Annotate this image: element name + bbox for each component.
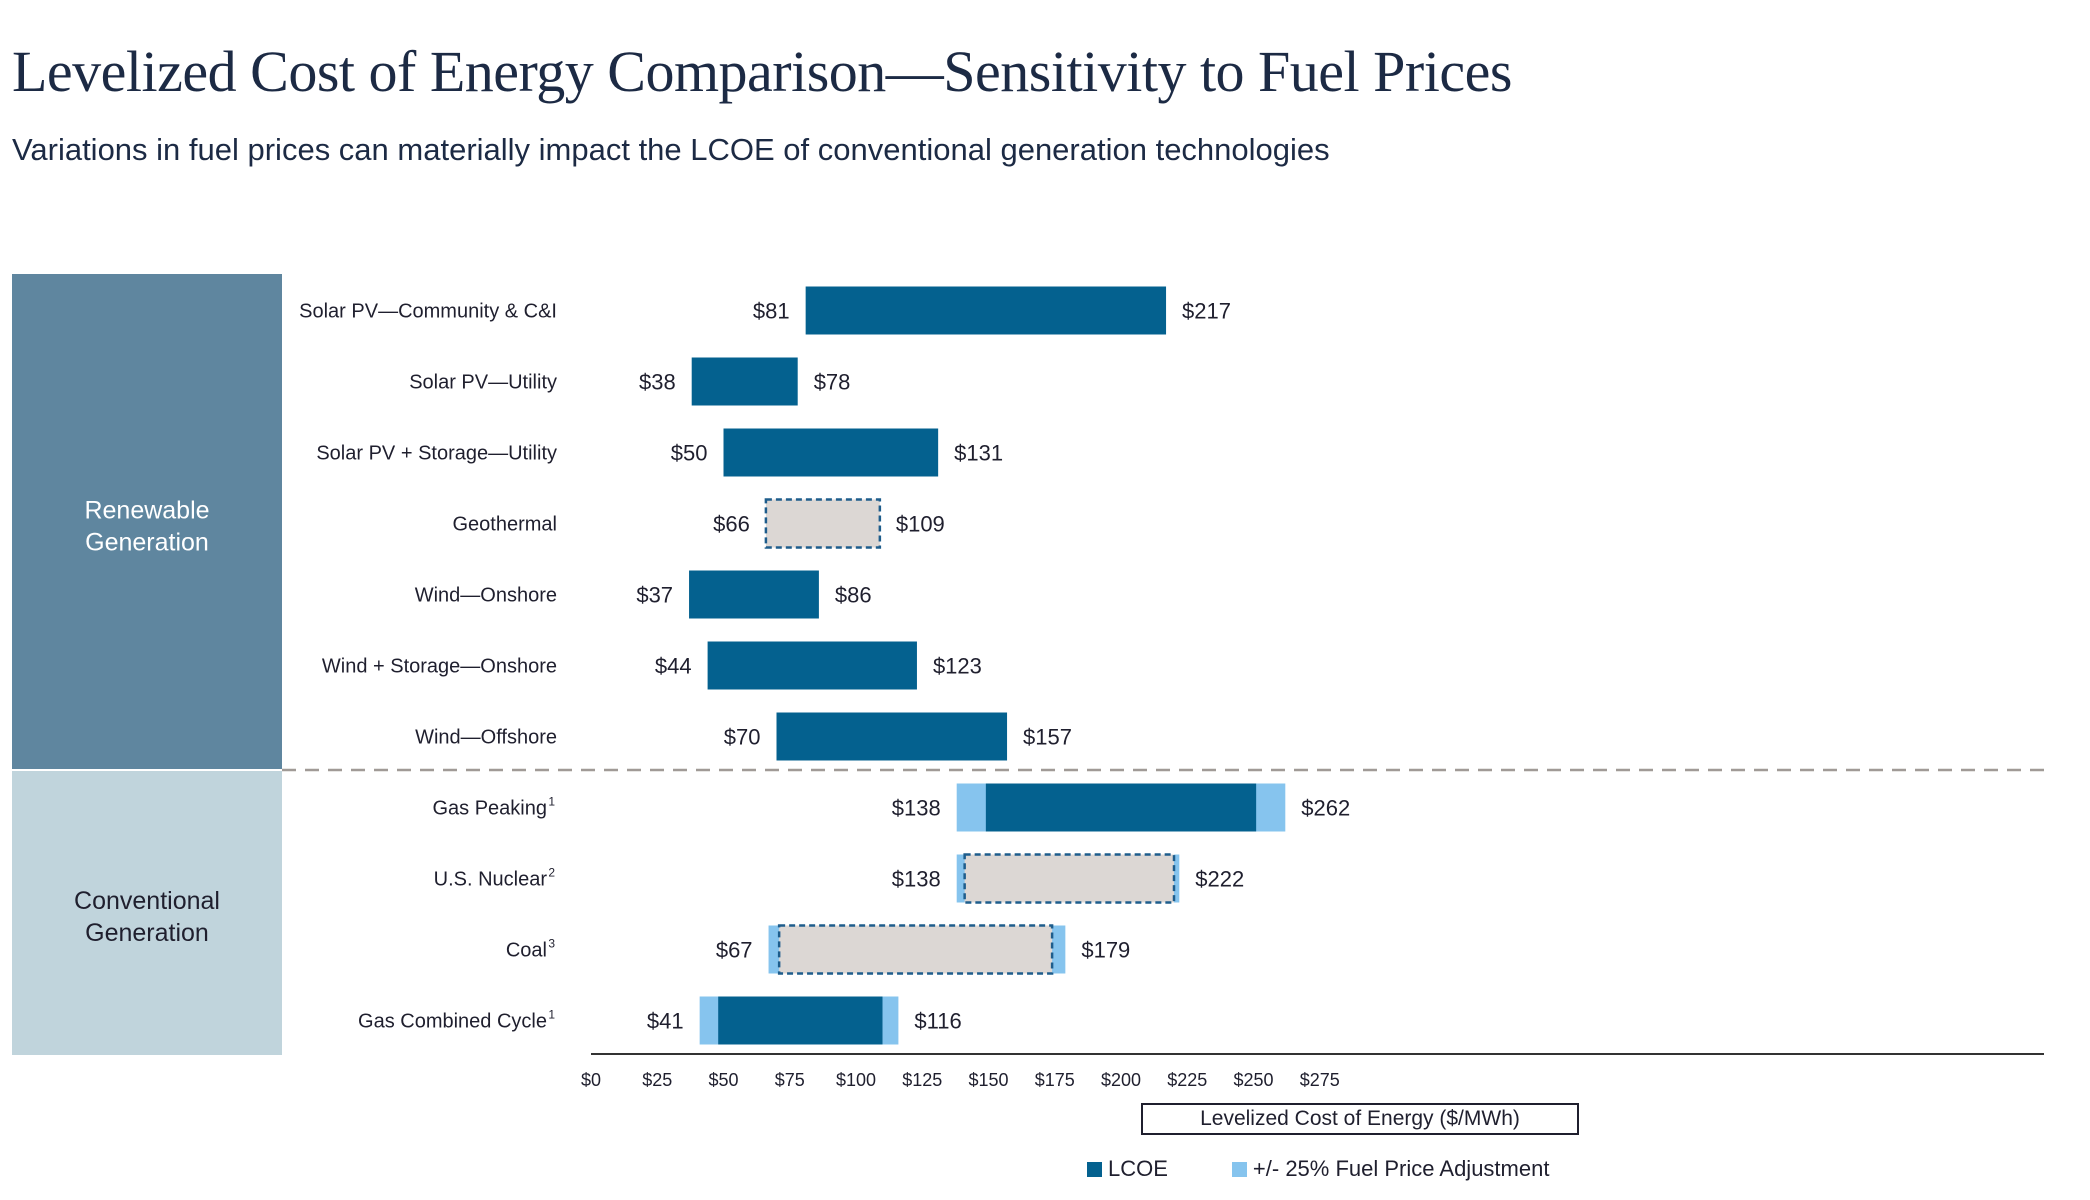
lcoe-bar-wind-offshore [776,712,1008,761]
high-value-label-solar-pv-storage-utility: $131 [954,441,1003,466]
high-value-label-u-s-nuclear: $222 [1195,867,1244,892]
x-tick-label-0: $0 [581,1070,601,1090]
category-label-u-s-nuclear: U.S. Nuclear [434,869,548,891]
legend-label-lcoe: LCOE [1108,1156,1168,1181]
x-tick-label-275: $275 [1300,1070,1340,1090]
category-label-wind-storage-onshore: Wind + Storage—Onshore [322,656,557,678]
group-label-conventional-line2: Generation [85,919,209,947]
lcoe-bar-geothermal [764,498,882,549]
x-tick-label-75: $75 [775,1070,805,1090]
low-value-label-gas-combined-cycle: $41 [647,1009,684,1034]
footnote-marker-coal: 3 [548,937,555,951]
category-label-gas-combined-cycle: Gas Combined Cycle [358,1011,547,1033]
category-label-gas-peaking: Gas Peaking [432,798,547,820]
legend-label-fuel-adjustment: +/- 25% Fuel Price Adjustment [1252,1156,1550,1181]
x-tick-label-25: $25 [642,1070,672,1090]
lcoe-bar-wind-onshore [689,570,819,619]
x-tick-label-150: $150 [968,1070,1008,1090]
x-tick-label-175: $175 [1035,1070,1075,1090]
footnote-marker-gas-combined-cycle: 1 [548,1008,555,1022]
high-value-label-gas-combined-cycle: $116 [914,1009,961,1034]
high-value-label-gas-peaking: $262 [1301,796,1350,821]
low-value-label-solar-pv-storage-utility: $50 [671,441,708,466]
lcoe-bar-solar-pv-community-c-i [805,286,1167,335]
low-value-label-coal: $67 [716,938,753,963]
category-label-solar-pv-utility: Solar PV—Utility [409,372,557,394]
low-value-label-wind-onshore: $37 [636,583,673,608]
footnote-marker-gas-peaking: 1 [548,795,555,809]
category-label-solar-pv-storage-utility: Solar PV + Storage—Utility [316,443,557,465]
category-label-wind-onshore: Wind—Onshore [415,585,557,607]
low-value-label-solar-pv-community-c-i: $81 [753,299,790,324]
group-label-renewable-line2: Generation [85,529,209,557]
lcoe-bar-gas-peaking [985,783,1257,832]
low-value-label-u-s-nuclear: $138 [892,867,941,892]
legend-item-lcoe: LCOE [1087,1156,1168,1182]
category-label-wind-offshore: Wind—Offshore [415,727,557,749]
high-value-label-coal: $179 [1081,938,1130,963]
lcoe-bar-solar-pv-utility [691,357,798,406]
page-subtitle: Variations in fuel prices can materially… [12,132,1330,167]
legend-swatch-lcoe [1087,1161,1102,1177]
lcoe-bar-coal [777,924,1054,975]
x-tick-label-125: $125 [902,1070,942,1090]
lcoe-bar-wind-storage-onshore [707,641,917,690]
legend-swatch-fuel-adjustment [1231,1161,1247,1177]
legend: LCOE +/- 25% Fuel Price Adjustment [1087,1156,1613,1182]
low-value-label-gas-peaking: $138 [892,796,941,821]
high-value-label-wind-offshore: $157 [1023,725,1072,750]
x-axis-label: Levelized Cost of Energy ($/MWh) [1141,1103,1579,1135]
category-label-coal: Coal [506,940,547,962]
category-label-solar-pv-community-c-i: Solar PV—Community & C&I [299,301,557,323]
x-tick-label-250: $250 [1233,1070,1273,1090]
low-value-label-wind-storage-onshore: $44 [655,654,692,679]
x-tick-label-100: $100 [836,1070,876,1090]
low-value-label-wind-offshore: $70 [724,725,761,750]
group-label-conventional-line1: Conventional [74,887,220,915]
high-value-label-geothermal: $109 [896,512,945,537]
x-tick-label-200: $200 [1101,1070,1141,1090]
legend-item-fuel-adjustment: +/- 25% Fuel Price Adjustment [1231,1156,1550,1182]
low-value-label-geothermal: $66 [713,512,750,537]
footnote-marker-u-s-nuclear: 2 [548,866,555,880]
x-tick-label-225: $225 [1167,1070,1207,1090]
page-title: Levelized Cost of Energy Comparison—Sens… [12,39,1512,104]
lcoe-bar-u-s-nuclear [963,853,1176,904]
high-value-label-solar-pv-utility: $78 [814,370,851,395]
lcoe-bar-gas-combined-cycle [718,996,883,1045]
high-value-label-solar-pv-community-c-i: $217 [1182,299,1231,324]
x-tick-label-50: $50 [708,1070,738,1090]
group-panel-conventional [12,771,282,1055]
group-panel-renewable [12,274,282,769]
high-value-label-wind-onshore: $86 [835,583,872,608]
low-value-label-solar-pv-utility: $38 [639,370,676,395]
group-label-renewable-line1: Renewable [84,497,209,525]
category-label-geothermal: Geothermal [453,514,558,536]
lcoe-bar-solar-pv-storage-utility [723,428,939,477]
high-value-label-wind-storage-onshore: $123 [933,654,982,679]
